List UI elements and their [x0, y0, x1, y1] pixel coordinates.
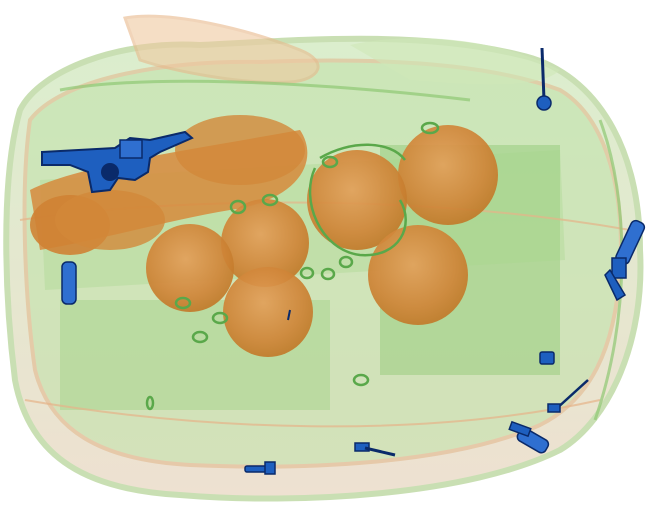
fruit [398, 125, 498, 225]
small-metal-parts [244, 47, 627, 475]
fruit-group [55, 115, 498, 357]
bag-outline [3, 14, 644, 502]
fruit [175, 115, 305, 185]
fruit [55, 190, 165, 250]
fruit [223, 267, 313, 357]
zipper-rings [145, 121, 440, 411]
handgun-object [41, 130, 194, 194]
fruit [146, 224, 234, 312]
bag-handle [122, 14, 320, 84]
fruit [221, 199, 309, 287]
fruit [307, 150, 407, 250]
battery [61, 261, 77, 305]
fruit [368, 225, 468, 325]
